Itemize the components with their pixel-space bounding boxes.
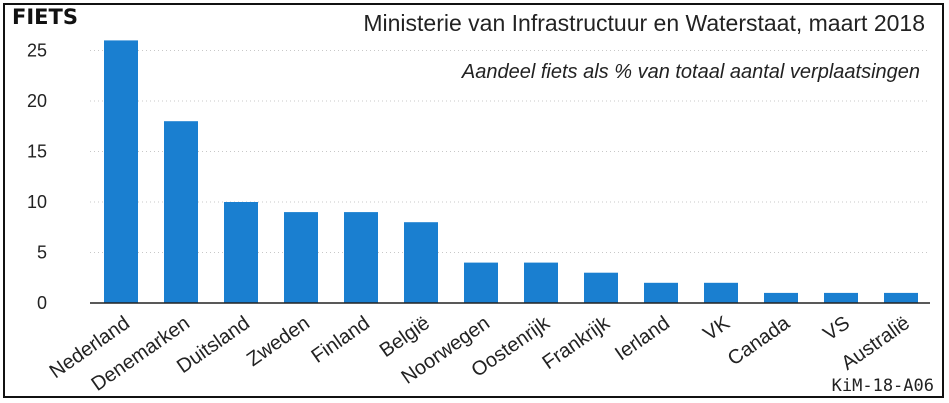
bar (464, 262, 498, 303)
bar (224, 202, 258, 303)
x-tick-label: VS (819, 312, 853, 345)
y-tick-label: 10 (27, 192, 47, 212)
x-tick-label: VK (699, 312, 734, 346)
bar (284, 212, 318, 303)
bar (644, 282, 678, 303)
x-tick-label: Ierland (611, 312, 674, 365)
y-tick-label: 20 (27, 91, 47, 111)
bar (584, 272, 618, 303)
bar (764, 292, 798, 303)
y-tick-label: 0 (37, 293, 47, 313)
chart-title: Aandeel fiets als % van totaal aantal ve… (461, 61, 920, 83)
bar (164, 121, 198, 303)
bar (104, 40, 138, 304)
bar (524, 262, 558, 303)
bar (704, 282, 738, 303)
x-tick-label: Finland (308, 312, 374, 368)
chart-badge: FIETS (12, 5, 78, 29)
y-axis-ticks: 0 5 10 15 20 25 (27, 41, 47, 314)
chart-frame (3, 3, 944, 398)
chart-code: KiM-18-A06 (832, 376, 934, 396)
y-tick-label: 5 (37, 243, 47, 263)
chart-source: Ministerie van Infrastructuur en Waterst… (363, 10, 925, 36)
x-tick-label: Frankrijk (538, 312, 614, 375)
bar (884, 292, 918, 303)
x-axis-labels: NederlandDenemarkenDuitslandZwedenFinlan… (46, 312, 914, 396)
bar (344, 212, 378, 303)
x-tick-label: Australië (838, 312, 914, 375)
bars (104, 40, 918, 304)
y-tick-label: 25 (27, 41, 47, 61)
x-tick-label: Canada (724, 312, 795, 371)
bar (824, 292, 858, 303)
y-tick-label: 15 (27, 142, 47, 162)
bar (404, 222, 438, 303)
x-tick-label: Zweden (243, 312, 314, 371)
